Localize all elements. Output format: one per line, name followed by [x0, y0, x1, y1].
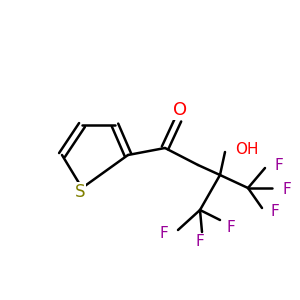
Text: F: F — [226, 220, 235, 236]
Text: S: S — [75, 183, 85, 201]
Text: F: F — [275, 158, 284, 173]
Text: F: F — [196, 235, 204, 250]
Text: O: O — [173, 101, 187, 119]
Text: F: F — [159, 226, 168, 242]
Text: F: F — [282, 182, 291, 196]
Text: OH: OH — [235, 142, 259, 157]
Text: F: F — [270, 205, 279, 220]
